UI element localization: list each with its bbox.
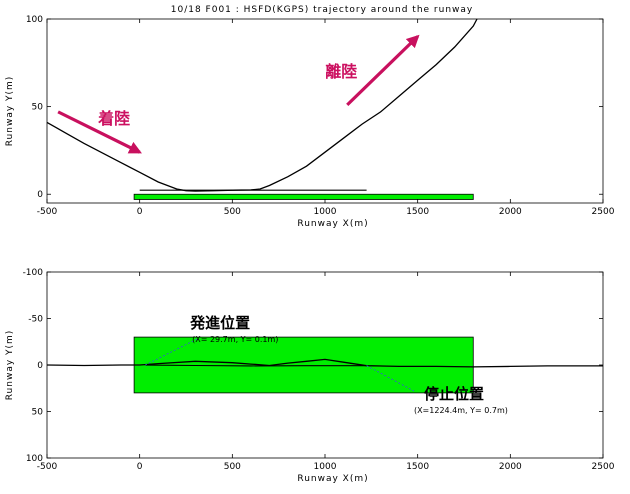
x-axis-label: Runway X(m) <box>297 474 368 484</box>
x-tick-label: 1500 <box>406 207 429 217</box>
series-line-1 <box>46 358 603 368</box>
position-coord-2: (X=1224.4m, Y= 0.7m) <box>414 406 508 415</box>
plot-frame <box>46 18 604 204</box>
x-tick-label: 1000 <box>314 462 337 472</box>
figure-title: 10/18 F001 : HSFD(KGPS) trajectory aroun… <box>171 5 474 15</box>
annotation-arrow-2 <box>346 34 420 107</box>
altitude-plot: -500 0 500 1000 1500 2000 2500 0 50 100 Runway X(m… <box>5 15 615 229</box>
y-tick-label: 100 <box>26 15 43 25</box>
y-tick-label: -50 <box>28 315 43 325</box>
annotation-label-1: 着陸 <box>97 109 130 128</box>
position-coord-1: (X= 29.7m, Y= 0.1m) <box>192 335 278 344</box>
y-axis-label: Runway Y(m) <box>5 76 15 147</box>
x-tick-label: 0 <box>137 207 143 217</box>
leader-line-1 <box>144 338 198 366</box>
annotation-label-2: 離陸 <box>325 62 357 81</box>
x-tick-label: 500 <box>224 207 241 217</box>
annotation-arrow-1 <box>57 110 142 154</box>
position-label-2: 停止位置 <box>424 385 484 403</box>
x-tick-label: 2000 <box>499 207 522 217</box>
position-label-1: 発進位置 <box>189 314 250 332</box>
x-tick-label: 2500 <box>592 462 615 472</box>
y-axis-label: Runway Y(m) <box>5 330 15 401</box>
series-line-2 <box>145 364 367 367</box>
leader-line-2 <box>366 365 415 392</box>
y-tick-label: 50 <box>32 408 44 418</box>
x-tick-label: 2500 <box>592 207 615 217</box>
y-tick-label: -100 <box>23 268 44 278</box>
x-tick-label: 1500 <box>406 462 429 472</box>
x-tick-label: 500 <box>224 462 241 472</box>
x-tick-label: -500 <box>37 462 58 472</box>
x-tick-label: 1000 <box>314 207 337 217</box>
lateral-plot: -500 0 500 1000 1500 2000 2500-100-50050100Run… <box>5 268 615 484</box>
y-tick-label: 0 <box>37 190 43 200</box>
y-tick-label: 100 <box>26 454 43 464</box>
runway-rect <box>133 193 474 200</box>
x-tick-label: -500 <box>37 207 58 217</box>
y-tick-label: 0 <box>37 361 43 371</box>
x-tick-label: 0 <box>137 462 143 472</box>
x-tick-label: 2000 <box>499 462 522 472</box>
series-line-1 <box>46 18 478 192</box>
y-tick-label: 50 <box>32 103 44 113</box>
x-axis-label: Runway X(m) <box>297 219 368 229</box>
